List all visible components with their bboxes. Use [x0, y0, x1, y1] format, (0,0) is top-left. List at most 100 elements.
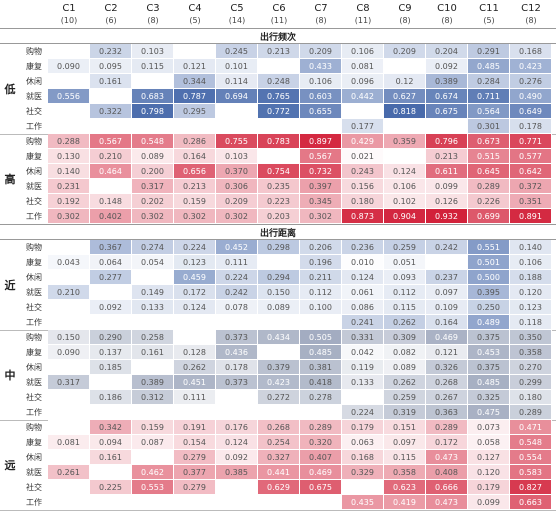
value-cell: 0.082 — [384, 345, 426, 360]
value-cell: 0.202 — [132, 194, 174, 209]
value-cell: 0.515 — [468, 149, 510, 164]
value-cell: 0.611 — [426, 164, 468, 179]
empty-cell — [90, 495, 132, 510]
value-cell: 0.179 — [342, 420, 384, 435]
value-cell: 0.106 — [342, 44, 384, 59]
value-cell: 0.344 — [174, 74, 216, 89]
row-label: 康复 — [26, 62, 42, 71]
empty-cell — [48, 270, 90, 285]
value-cell: 0.111 — [174, 390, 216, 405]
value-cell: 0.121 — [426, 345, 468, 360]
value-cell: 0.150 — [48, 330, 90, 345]
empty-cell — [90, 179, 132, 194]
value-cell: 0.294 — [258, 270, 300, 285]
value-cell: 0.642 — [510, 164, 552, 179]
value-cell: 0.106 — [384, 179, 426, 194]
value-cell: 0.161 — [90, 450, 132, 465]
empty-cell — [216, 390, 258, 405]
value-cell: 0.433 — [300, 59, 342, 74]
value-cell: 0.124 — [216, 435, 258, 450]
value-cell: 0.191 — [174, 420, 216, 435]
value-cell: 0.452 — [216, 240, 258, 255]
value-cell: 0.192 — [48, 194, 90, 209]
value-cell: 0.351 — [510, 194, 552, 209]
value-cell: 0.185 — [90, 360, 132, 375]
value-cell: 0.176 — [216, 420, 258, 435]
value-cell: 0.274 — [132, 240, 174, 255]
value-cell: 0.787 — [174, 89, 216, 104]
empty-cell — [90, 119, 132, 134]
value-cell: 0.772 — [258, 104, 300, 119]
value-cell: 0.081 — [48, 435, 90, 450]
value-cell: 0.203 — [258, 209, 300, 224]
value-cell: 0.556 — [48, 89, 90, 104]
empty-cell — [258, 315, 300, 330]
group-separator — [0, 510, 556, 511]
row-label: 社交 — [26, 197, 42, 206]
value-cell: 0.089 — [258, 300, 300, 315]
value-cell: 0.389 — [132, 375, 174, 390]
value-cell: 0.459 — [174, 270, 216, 285]
value-cell: 0.161 — [132, 345, 174, 360]
value-cell: 0.159 — [174, 194, 216, 209]
column-count: (11) — [354, 15, 372, 25]
value-cell: 0.172 — [174, 285, 216, 300]
value-cell: 0.373 — [216, 375, 258, 390]
value-cell: 0.186 — [90, 390, 132, 405]
value-cell: 0.177 — [342, 119, 384, 134]
value-cell: 0.663 — [510, 495, 552, 510]
empty-cell — [48, 44, 90, 59]
value-cell: 0.179 — [468, 480, 510, 495]
column-count: (14) — [228, 15, 246, 25]
empty-cell — [426, 119, 468, 134]
value-cell: 0.827 — [510, 480, 552, 495]
value-cell: 0.209 — [384, 44, 426, 59]
empty-cell — [384, 119, 426, 134]
value-cell: 0.683 — [132, 89, 174, 104]
column-name: C6 — [272, 3, 286, 14]
group-label: 近 — [4, 279, 16, 292]
empty-cell — [132, 119, 174, 134]
empty-cell — [90, 465, 132, 480]
row-label: 康复 — [26, 152, 42, 161]
value-cell: 0.649 — [510, 104, 552, 119]
value-cell: 0.258 — [132, 330, 174, 345]
value-cell: 0.270 — [510, 360, 552, 375]
row-label: 购物 — [26, 47, 42, 56]
empty-cell — [216, 104, 258, 119]
value-cell: 0.100 — [300, 300, 342, 315]
row-label: 就医 — [26, 182, 42, 191]
value-cell: 0.419 — [384, 495, 426, 510]
empty-cell — [342, 104, 384, 119]
empty-cell — [132, 74, 174, 89]
value-cell: 0.290 — [90, 330, 132, 345]
row-label: 工作 — [26, 318, 42, 327]
value-cell: 0.673 — [468, 134, 510, 149]
value-cell: 0.377 — [174, 465, 216, 480]
value-cell: 0.306 — [216, 179, 258, 194]
empty-cell — [216, 480, 258, 495]
value-cell: 0.367 — [90, 240, 132, 255]
empty-cell — [216, 405, 258, 420]
empty-cell — [48, 495, 90, 510]
value-cell: 0.150 — [258, 285, 300, 300]
empty-cell — [300, 495, 342, 510]
value-cell: 0.073 — [468, 420, 510, 435]
empty-cell — [90, 285, 132, 300]
value-cell: 0.154 — [174, 435, 216, 450]
empty-cell — [258, 59, 300, 74]
value-cell: 0.159 — [132, 420, 174, 435]
empty-cell — [216, 495, 258, 510]
empty-cell — [48, 240, 90, 255]
value-cell: 0.473 — [426, 495, 468, 510]
empty-cell — [300, 315, 342, 330]
value-cell: 0.302 — [132, 209, 174, 224]
value-cell: 0.114 — [216, 74, 258, 89]
value-cell: 0.226 — [468, 194, 510, 209]
value-cell: 0.250 — [468, 300, 510, 315]
empty-cell — [48, 360, 90, 375]
value-cell: 0.373 — [216, 330, 258, 345]
value-cell: 0.754 — [258, 164, 300, 179]
value-cell: 0.051 — [384, 255, 426, 270]
value-cell: 0.224 — [174, 240, 216, 255]
